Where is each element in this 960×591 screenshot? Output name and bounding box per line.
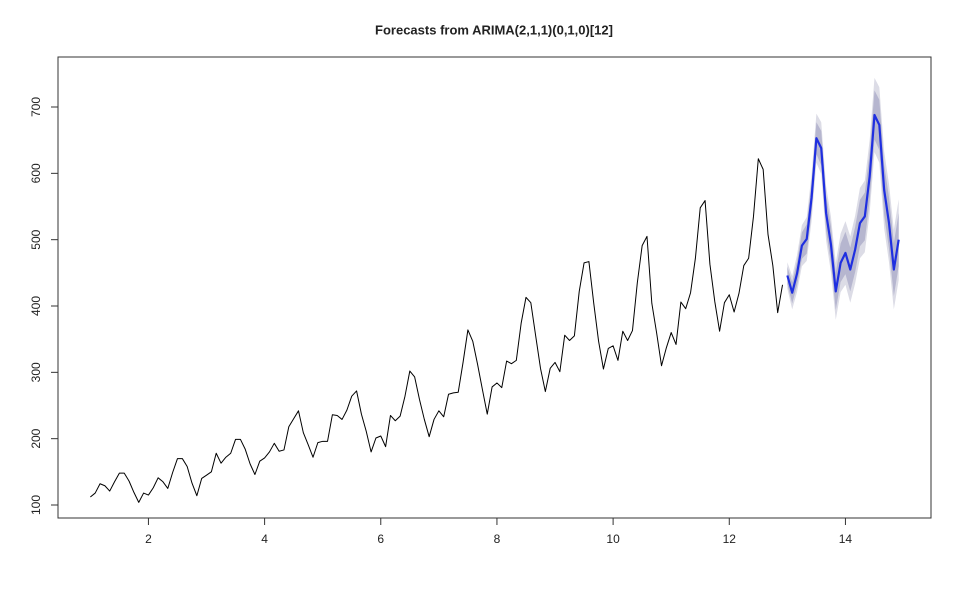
y-tick-label: 600 <box>29 163 43 183</box>
plot-frame <box>57 56 932 519</box>
series-line <box>90 158 784 503</box>
chart-title: Forecasts from ARIMA(2,1,1)(0,1,0)[12] <box>375 22 613 37</box>
x-tick-label: 6 <box>377 532 384 546</box>
x-tick-label: 4 <box>261 532 268 546</box>
x-tick-label: 2 <box>145 532 152 546</box>
x-tick-label: 8 <box>494 532 501 546</box>
y-tick-label: 300 <box>29 362 43 382</box>
x-tick-label: 14 <box>839 532 853 546</box>
x-tick-label: 10 <box>606 532 620 546</box>
y-tick-label: 400 <box>29 296 43 316</box>
y-tick-label: 200 <box>29 428 43 448</box>
series-line <box>786 113 900 294</box>
y-tick-label: 100 <box>29 495 43 515</box>
y-tick-label: 500 <box>29 229 43 249</box>
x-tick-label: 12 <box>723 532 737 546</box>
y-tick-label: 700 <box>29 97 43 117</box>
